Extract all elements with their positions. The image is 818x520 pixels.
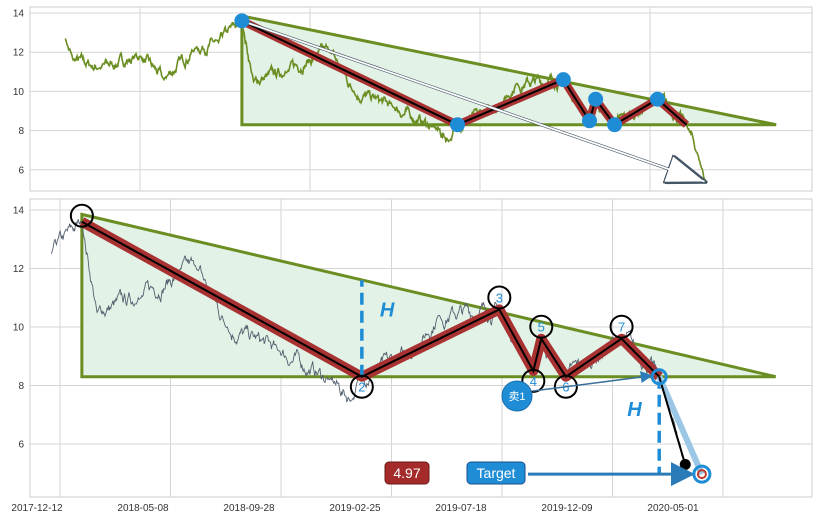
y-tick-label: 8 [18,126,24,137]
pivot-circle [529,314,554,339]
x-tick-label: 2018-09-28 [223,503,275,514]
height-label: H [380,299,395,321]
y-tick-label: 10 [13,87,25,98]
zigzag-line [241,19,688,127]
pivot-circle [521,368,546,393]
y-tick-label: 14 [13,206,25,217]
pivot-marker [234,13,250,29]
y-tick-label: 14 [13,9,25,20]
target-badge [466,461,526,485]
pivot-circle [553,374,578,399]
low-marker [679,458,691,470]
target-value-badge [384,461,430,485]
x-tick-label: 2019-02-25 [329,503,381,514]
overview-panel: 6 8 10 12 14 [13,6,813,192]
pivot-marker [582,113,598,129]
pivot-marker [607,117,623,133]
pivot-marker [449,117,465,133]
sell-arrow [532,371,653,392]
y-tick-label: 12 [13,48,25,59]
projection-arrow-inner [241,19,705,183]
detail-panel: 6 8 10 12 14 2017-12-12 2018-05-08 2018-09-28 20… [11,198,813,514]
pivot-marker [555,72,571,88]
x-tick-label: 2017-12-12 [11,503,63,514]
target-marker-inner [696,469,707,480]
pivot-marker [649,91,665,107]
x-tick-label: 2019-07-18 [435,503,487,514]
pivot-label: 7 [618,320,625,335]
pivot-label: 2 [358,380,365,395]
target-marker [692,464,712,484]
sell-signal-badge [501,380,533,412]
y-tick-label: 8 [18,381,24,392]
height-label: H [627,399,642,421]
breakdown-band [656,375,705,476]
pivot-marker [588,91,604,107]
target-badge-label: Target [477,465,516,481]
target-value-label: 4.97 [393,465,420,481]
pivot-label: 4 [530,374,537,389]
y-tick-label: 6 [18,165,24,176]
zigzag-line [81,220,660,379]
price-line [64,16,708,184]
pivot-label: 5 [538,320,545,335]
y-tick-label: 12 [13,264,25,275]
sell-signal-label: 卖1 [508,390,525,403]
pivot-circle [609,314,634,339]
pivot-circle [349,374,374,399]
x-tick-label: 2018-05-08 [117,503,169,514]
pivot-circle [69,203,94,228]
pivot-circle [487,285,512,310]
breakdown-line [658,376,687,465]
x-tick-label: 2020-05-01 [647,503,699,514]
x-tick-label: 2019-12-09 [541,503,593,514]
pivot-label: 3 [496,290,503,305]
y-tick-label: 10 [13,323,25,334]
y-tick-label: 6 [18,440,24,451]
